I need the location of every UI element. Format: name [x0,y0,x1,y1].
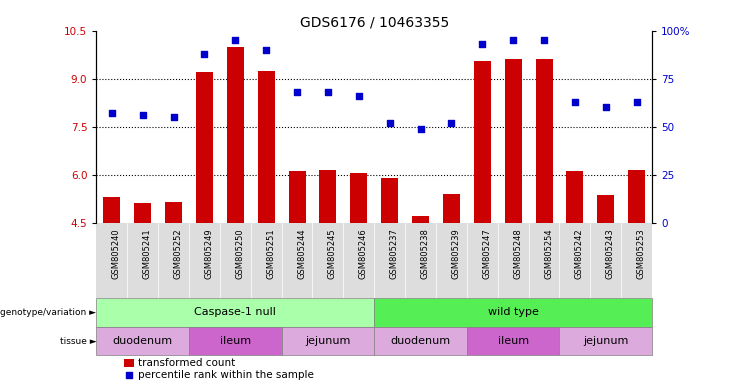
Point [384,120,396,126]
Text: GSM805239: GSM805239 [451,228,460,279]
Bar [319,170,336,223]
Text: GSM805250: GSM805250 [235,228,245,279]
Text: GSM805248: GSM805248 [513,228,522,279]
Point [123,372,135,378]
Point [569,99,581,105]
Point [106,110,118,116]
Text: GSM805254: GSM805254 [544,228,553,279]
Text: GSM805240: GSM805240 [112,228,121,279]
Bar [381,178,398,223]
Text: GSM805253: GSM805253 [637,228,645,279]
Text: GSM805237: GSM805237 [390,228,399,280]
Text: GSM805245: GSM805245 [328,228,337,279]
Point [476,41,488,47]
Point [538,37,550,43]
Text: ileum: ileum [497,336,529,346]
Text: GSM805243: GSM805243 [606,228,615,279]
Bar [227,47,244,223]
Point [291,89,303,95]
Bar [628,170,645,223]
Point [631,99,642,105]
Text: GSM805246: GSM805246 [359,228,368,279]
Text: wild type: wild type [488,307,539,317]
Bar [189,327,282,356]
Point [353,93,365,99]
Point [260,47,272,53]
Bar [467,327,559,356]
Point [322,89,333,95]
Text: GSM805238: GSM805238 [421,228,430,280]
Text: duodenum: duodenum [113,336,173,346]
Point [167,114,179,120]
Bar [124,359,134,367]
Point [199,51,210,57]
Text: Caspase-1 null: Caspase-1 null [194,307,276,317]
Bar [566,171,583,223]
Point [507,37,519,43]
Bar [96,327,189,356]
Bar [597,195,614,223]
Bar [196,72,213,223]
Bar [505,60,522,223]
Bar [536,60,553,223]
Text: ileum: ileum [219,336,251,346]
Text: GSM805252: GSM805252 [173,228,182,279]
Text: GSM805241: GSM805241 [142,228,152,279]
Bar [134,204,151,223]
Bar [559,327,652,356]
Bar [288,171,305,223]
Text: duodenum: duodenum [391,336,451,346]
Title: GDS6176 / 10463355: GDS6176 / 10463355 [299,16,449,30]
Text: jejunum: jejunum [305,336,350,346]
Text: percentile rank within the sample: percentile rank within the sample [138,370,314,380]
Bar [103,197,120,223]
Text: genotype/variation ►: genotype/variation ► [0,308,96,317]
Text: GSM805244: GSM805244 [297,228,306,279]
Bar [258,71,275,223]
Point [445,120,457,126]
Text: GSM805247: GSM805247 [482,228,491,279]
Point [229,37,241,43]
Bar [374,298,652,327]
Point [600,104,612,111]
Bar [473,61,491,223]
Bar [350,173,368,223]
Bar [374,327,467,356]
Text: jejunum: jejunum [583,336,628,346]
Text: transformed count: transformed count [138,358,235,368]
Bar [443,194,460,223]
Text: tissue ►: tissue ► [60,337,96,346]
Text: GSM805249: GSM805249 [205,228,213,279]
Point [415,126,427,132]
Bar [282,327,374,356]
Bar [412,216,429,223]
Bar [165,202,182,223]
Point [136,112,148,118]
Text: GSM805242: GSM805242 [575,228,584,279]
Bar [96,298,374,327]
Text: GSM805251: GSM805251 [266,228,275,279]
